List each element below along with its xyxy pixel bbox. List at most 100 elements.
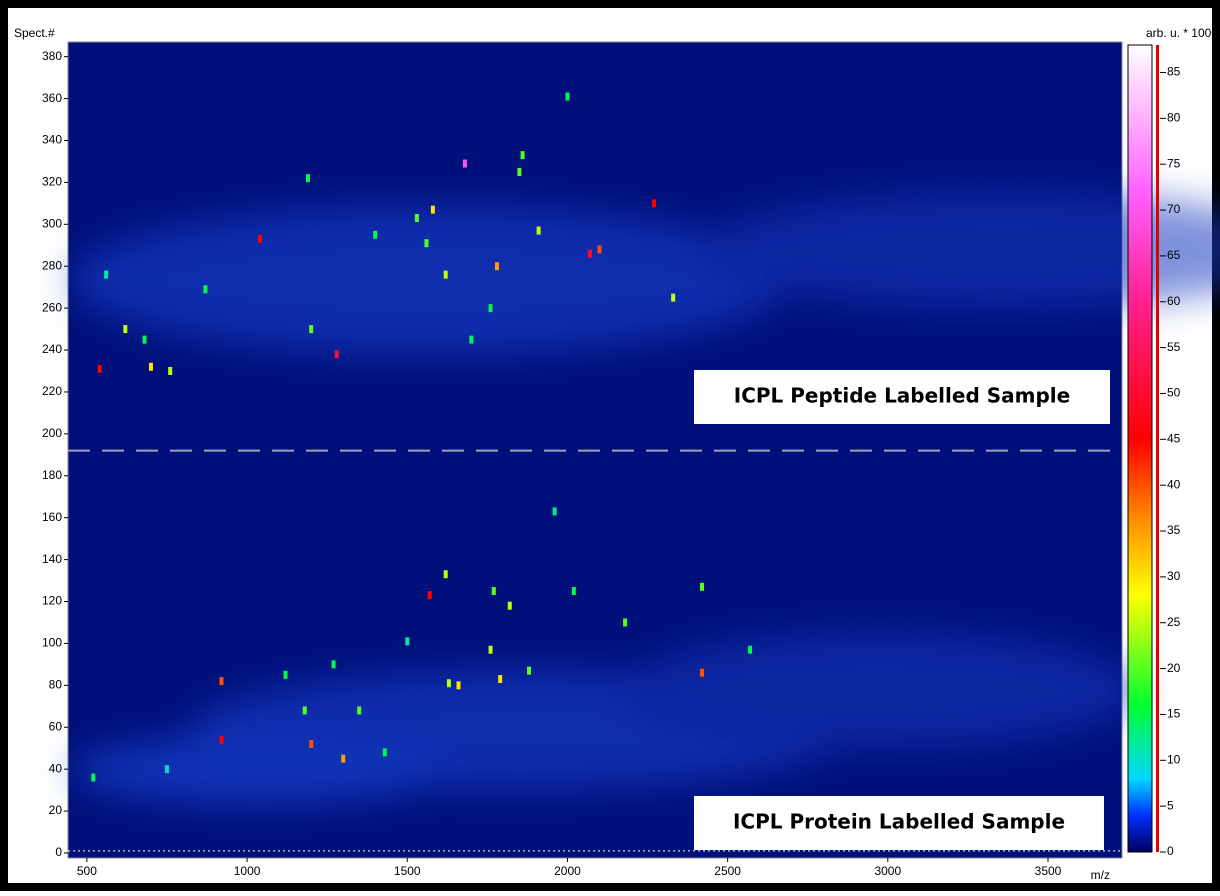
spot <box>168 366 173 375</box>
spot <box>498 675 503 684</box>
background-signal <box>70 190 1220 805</box>
spot <box>462 159 467 168</box>
y-tick-label: 220 <box>42 384 62 398</box>
spot <box>283 670 288 679</box>
annotation-box <box>694 796 1104 850</box>
y-tick-label: 160 <box>42 510 62 524</box>
y-tick-label: 80 <box>49 678 63 692</box>
spot <box>357 706 362 715</box>
spot <box>488 645 493 654</box>
spot <box>597 245 602 254</box>
colorbar-tick-label: 40 <box>1167 477 1181 491</box>
colorbar-tick-label: 75 <box>1167 156 1181 170</box>
y-tick-label: 360 <box>42 91 62 105</box>
y-tick-label: 60 <box>49 719 63 733</box>
spot <box>488 304 493 313</box>
colorbar-label: arb. u. * 1000 <box>1146 26 1218 40</box>
colorbar-tick-label: 20 <box>1167 661 1181 675</box>
spot <box>341 754 346 763</box>
x-tick-label: 1000 <box>234 864 261 878</box>
x-tick-label: 500 <box>77 864 97 878</box>
spot <box>507 601 512 610</box>
spot <box>219 735 224 744</box>
spot <box>309 740 314 749</box>
spot <box>257 234 262 243</box>
spot <box>97 364 102 373</box>
colorbar-tick-label: 65 <box>1167 248 1181 262</box>
spot <box>443 570 448 579</box>
colorbar-marker <box>1156 45 1159 852</box>
spot <box>536 226 541 235</box>
y-tick-label: 100 <box>42 636 62 650</box>
x-tick-label: 1500 <box>394 864 421 878</box>
spot <box>427 591 432 600</box>
colorbar-tick-label: 15 <box>1167 707 1181 721</box>
spot <box>430 205 435 214</box>
spot <box>414 214 419 223</box>
spot <box>302 706 307 715</box>
y-tick-label: 260 <box>42 300 62 314</box>
x-tick-label: 2500 <box>714 864 741 878</box>
colorbar-tick-label: 10 <box>1167 752 1181 766</box>
spot <box>443 270 448 279</box>
colorbar-tick-label: 35 <box>1167 523 1181 537</box>
spot <box>651 199 656 208</box>
spot <box>424 239 429 248</box>
annotation: ICPL Peptide Labelled Sample <box>734 384 1070 408</box>
spot <box>123 325 128 334</box>
spot <box>571 587 576 596</box>
spot <box>527 666 532 675</box>
spot <box>104 270 109 279</box>
spot <box>373 230 378 239</box>
spot <box>219 677 224 686</box>
colorbar-tick-label: 60 <box>1167 294 1181 308</box>
spot <box>203 285 208 294</box>
spot <box>623 618 628 627</box>
colorbar-tick-label: 70 <box>1167 202 1181 216</box>
spot <box>565 92 570 101</box>
spot <box>91 773 96 782</box>
colorbar <box>1127 44 1153 853</box>
spot <box>331 660 336 669</box>
spot <box>405 637 410 646</box>
spot <box>587 249 592 258</box>
annotation: ICPL Protein Labelled Sample <box>733 810 1065 834</box>
spot <box>748 645 753 654</box>
y-tick-label: 120 <box>42 594 62 608</box>
spot <box>700 582 705 591</box>
y-tick-label: 300 <box>42 216 62 230</box>
spot <box>552 507 557 516</box>
x-tick-label: 2000 <box>554 864 581 878</box>
colorbar-tick-label: 5 <box>1167 798 1174 812</box>
spot <box>334 350 339 359</box>
y-tick-label: 200 <box>42 426 62 440</box>
colorbar-tick-label: 85 <box>1167 65 1181 79</box>
y-tick-label: 180 <box>42 468 62 482</box>
y-tick-label: 240 <box>42 342 62 356</box>
y-tick-label: 380 <box>42 49 62 63</box>
colorbar-tick-label: 0 <box>1167 844 1174 858</box>
spot <box>491 587 496 596</box>
spot <box>456 681 461 690</box>
colorbar-tick-label: 50 <box>1167 386 1181 400</box>
y-axis-label: Spect.# <box>14 26 55 40</box>
y-tick-label: 40 <box>49 761 63 775</box>
x-tick-label: 3000 <box>874 864 901 878</box>
spot <box>382 748 387 757</box>
y-tick-label: 340 <box>42 133 62 147</box>
spot <box>517 167 522 176</box>
colorbar-tick-label: 55 <box>1167 340 1181 354</box>
y-tick-label: 0 <box>55 845 62 859</box>
colorbar-tick-label: 30 <box>1167 569 1181 583</box>
y-tick-label: 140 <box>42 552 62 566</box>
colorbar-tick-label: 80 <box>1167 111 1181 125</box>
spot <box>164 765 169 774</box>
spot <box>142 335 147 344</box>
spot <box>148 362 153 371</box>
spot <box>469 335 474 344</box>
annotation-box <box>694 370 1110 424</box>
spot <box>446 679 451 688</box>
spot <box>305 174 310 183</box>
y-tick-label: 280 <box>42 258 62 272</box>
